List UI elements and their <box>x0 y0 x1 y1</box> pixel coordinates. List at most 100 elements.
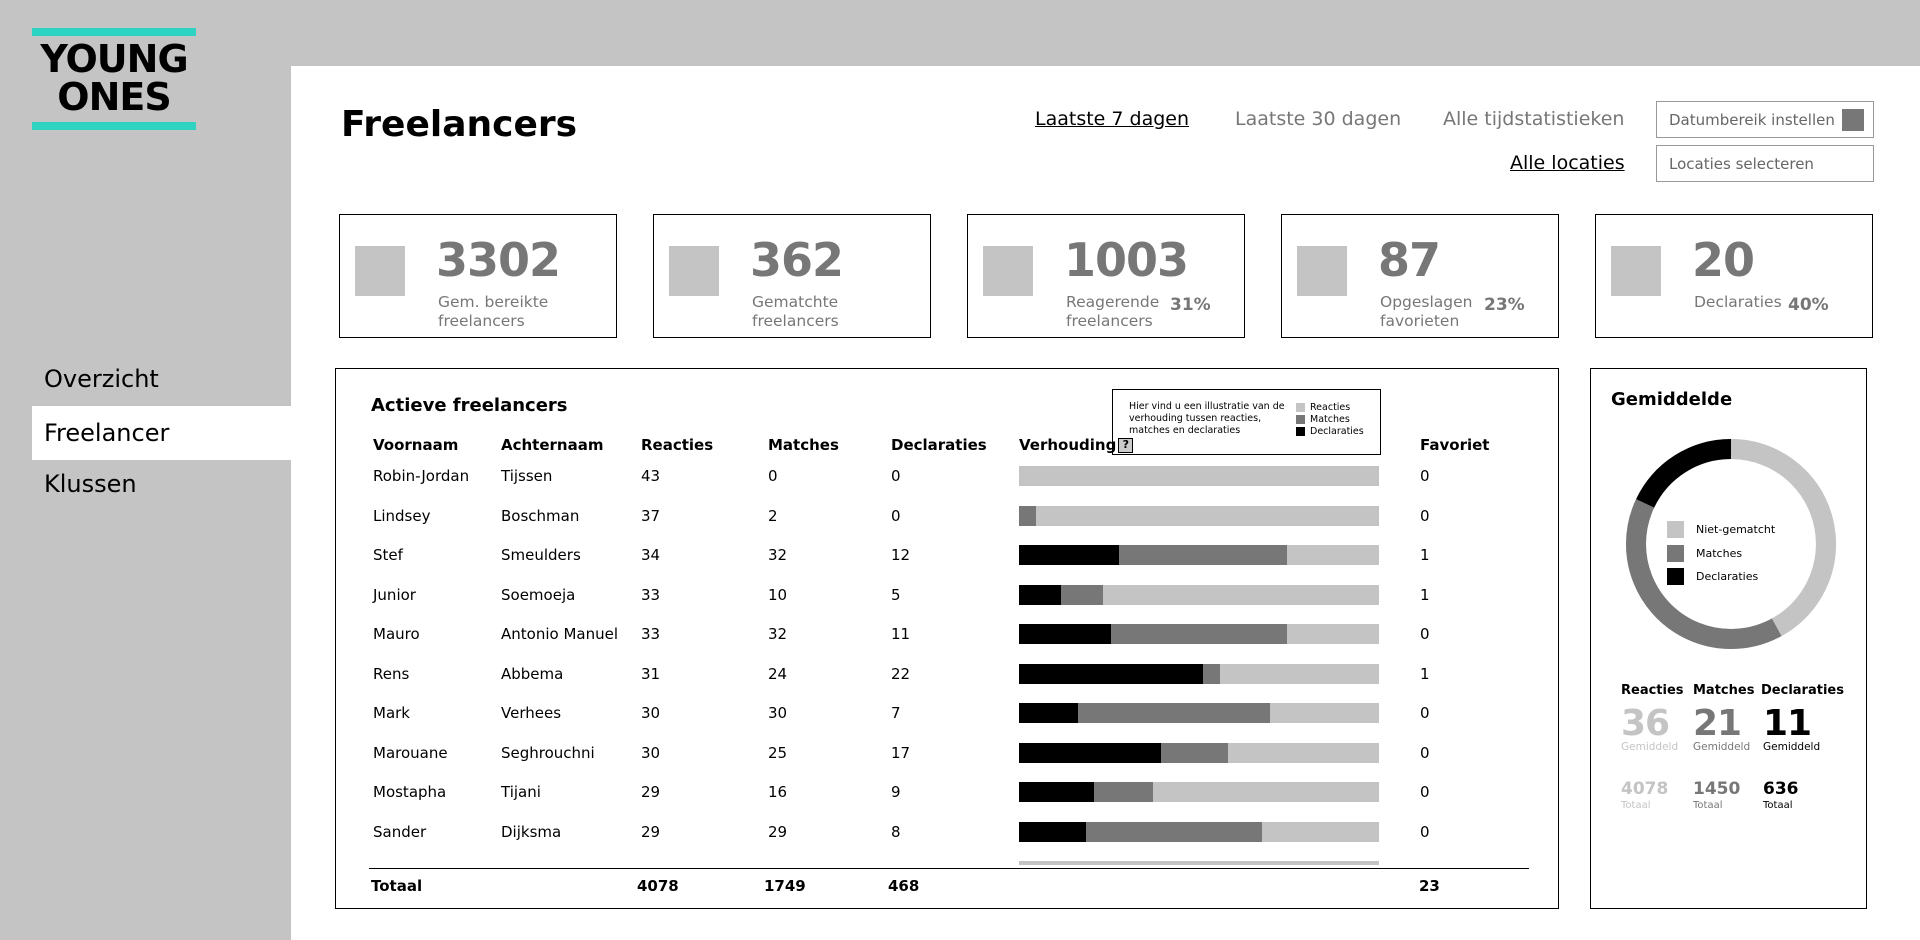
kpi-image-placeholder <box>669 246 719 296</box>
ratio-bar <box>1019 821 1379 842</box>
ratio-bar <box>1019 545 1379 565</box>
cell-favoriet: 1 <box>1420 664 1430 683</box>
kpi-label-line-1: Opgeslagen <box>1380 293 1473 311</box>
table-row[interactable]: Junior Soemoeja 33 10 5 1 <box>336 576 1556 615</box>
cell-declaraties: 12 <box>891 546 911 564</box>
cell-favoriet: 1 <box>1420 546 1430 564</box>
cell-reacties: 34 <box>641 546 661 564</box>
kpi-label: Gem. bereikte freelancers <box>438 293 548 331</box>
donut-legend-niet-gematcht: Niet-gematcht <box>1667 521 1775 538</box>
cell-reacties: 31 <box>641 664 661 683</box>
stat-total-label: Totaal <box>1763 800 1793 811</box>
panel-title: Actieve freelancers <box>371 395 568 416</box>
table-row[interactable]: Mark Verhees 30 30 7 0 <box>336 694 1556 733</box>
kpi-card-reached: 3302 Gem. bereikte freelancers <box>339 214 617 338</box>
kpi-label-line-2: freelancers <box>1066 312 1153 330</box>
range-30-days[interactable]: Laatste 30 dagen <box>1235 108 1402 130</box>
cell-reacties: 29 <box>641 822 661 841</box>
total-declaraties: 468 <box>888 877 920 895</box>
ratio-bar-partial <box>1019 861 1379 865</box>
cell-favoriet: 1 <box>1420 585 1430 604</box>
table-row[interactable]: Rens Abbema 31 24 22 1 <box>336 655 1556 694</box>
legend-label: Declaraties <box>1696 570 1759 583</box>
kpi-label: Opgeslagen favorieten <box>1380 293 1473 331</box>
main-content: Freelancers Laatste 7 dagen Laatste 30 d… <box>291 66 1920 940</box>
legend-swatch <box>1667 545 1684 562</box>
column-header-favoriet[interactable]: Favoriet <box>1420 436 1490 454</box>
cell-last: Seghrouchni <box>501 743 595 762</box>
cell-first: Stef <box>373 546 403 564</box>
logo: YOUNG ONES <box>32 28 196 130</box>
table-row[interactable]: Sander Dijksma 29 29 8 0 <box>336 813 1556 852</box>
table-row[interactable]: Mostapha Tijani 29 16 9 0 <box>336 773 1556 812</box>
cell-matches: 25 <box>768 743 788 762</box>
ratio-segment-matches <box>1019 703 1271 723</box>
cell-last: Tijssen <box>501 467 553 485</box>
table-row[interactable]: Mauro Antonio Manuel 33 32 11 0 <box>336 615 1556 654</box>
table-row[interactable]: Lindsey Boschman 37 2 0 0 <box>336 497 1556 536</box>
logo-line-1: YOUNG <box>40 37 188 81</box>
legend-matches: Matches <box>1296 413 1364 425</box>
cell-favoriet: 0 <box>1420 506 1430 525</box>
column-header-verhouding[interactable]: Verhouding? <box>1019 436 1134 454</box>
table-row[interactable]: Stef Smeulders 34 32 12 1 <box>336 536 1556 575</box>
calendar-icon[interactable] <box>1842 109 1864 131</box>
table-row[interactable]: Robin-Jordan Tijssen 43 0 0 0 <box>336 457 1556 496</box>
stat-total-declaraties: 636 <box>1763 779 1799 799</box>
kpi-label-line-1: Reagerende <box>1066 293 1160 311</box>
ratio-bar <box>1019 703 1379 723</box>
page-title: Freelancers <box>341 104 578 145</box>
kpi-value: 87 <box>1378 233 1441 287</box>
stat-avg-label: Gemiddeld <box>1693 741 1751 753</box>
cell-declaraties: 5 <box>891 585 901 604</box>
cell-matches: 16 <box>768 783 788 801</box>
cell-favoriet: 0 <box>1420 783 1430 801</box>
range-all-time[interactable]: Alle tijdstatistieken <box>1443 108 1625 130</box>
table-row[interactable]: Marouane Seghrouchni 30 25 17 0 <box>336 734 1556 773</box>
legend-swatch <box>1667 568 1684 585</box>
kpi-label: Gematchte freelancers <box>752 293 839 331</box>
column-header-verhouding-label: Verhouding <box>1019 436 1117 454</box>
cell-matches: 30 <box>768 704 788 722</box>
kpi-percentage: 31% <box>1170 295 1211 315</box>
ratio-segment-declaraties <box>1019 663 1204 684</box>
kpi-card-favorites: 87 Opgeslagen favorieten 23% <box>1281 214 1559 338</box>
cell-last: Tijani <box>501 783 541 801</box>
cell-first: Mark <box>373 704 410 722</box>
column-header-achternaam[interactable]: Achternaam <box>501 436 604 454</box>
column-header-matches[interactable]: Matches <box>768 436 839 454</box>
donut-legend-matches: Matches <box>1667 545 1742 562</box>
ratio-segment-declaraties <box>1019 545 1120 565</box>
stat-avg-declaraties: 11 <box>1763 703 1812 744</box>
date-range-placeholder: Datumbereik instellen <box>1669 111 1835 129</box>
sidebar-item-freelancer[interactable]: Freelancer <box>32 406 291 460</box>
stat-total-reacties: 4078 <box>1621 779 1669 799</box>
column-header-voornaam[interactable]: Voornaam <box>373 436 459 454</box>
kpi-label-line-2: freelancers <box>438 312 525 330</box>
ratio-bar <box>1019 505 1379 526</box>
cell-favoriet: 0 <box>1420 467 1430 485</box>
kpi-image-placeholder <box>1297 246 1347 296</box>
sidebar-item-overzicht[interactable]: Overzicht <box>44 365 159 393</box>
cell-favoriet: 0 <box>1420 822 1430 841</box>
kpi-card-responding: 1003 Reagerende freelancers 31% <box>967 214 1245 338</box>
logo-bar-bottom <box>32 122 196 130</box>
logo-line-2: ONES <box>57 75 171 119</box>
cell-last: Antonio Manuel <box>501 625 618 643</box>
cell-reacties: 43 <box>641 467 661 485</box>
help-icon[interactable]: ? <box>1118 438 1134 453</box>
cell-first: Junior <box>373 585 416 604</box>
range-7-days[interactable]: Laatste 7 dagen <box>1035 108 1190 130</box>
all-locations-link[interactable]: Alle locaties <box>1510 152 1625 174</box>
column-header-declaraties[interactable]: Declaraties <box>891 436 987 454</box>
ratio-bar <box>1019 782 1379 802</box>
cell-matches: 32 <box>768 546 788 564</box>
cell-matches: 0 <box>768 467 778 485</box>
kpi-label-line-2: freelancers <box>752 312 839 330</box>
averages-panel: Gemiddelde Niet-gematcht Matches Declara… <box>1590 368 1867 909</box>
active-freelancers-panel: Actieve freelancers Hier vind u een illu… <box>335 368 1559 909</box>
locations-select[interactable]: Locaties selecteren <box>1656 145 1874 182</box>
date-range-input[interactable]: Datumbereik instellen <box>1656 101 1874 138</box>
column-header-reacties[interactable]: Reacties <box>641 436 714 454</box>
sidebar-item-klussen[interactable]: Klussen <box>44 470 137 498</box>
